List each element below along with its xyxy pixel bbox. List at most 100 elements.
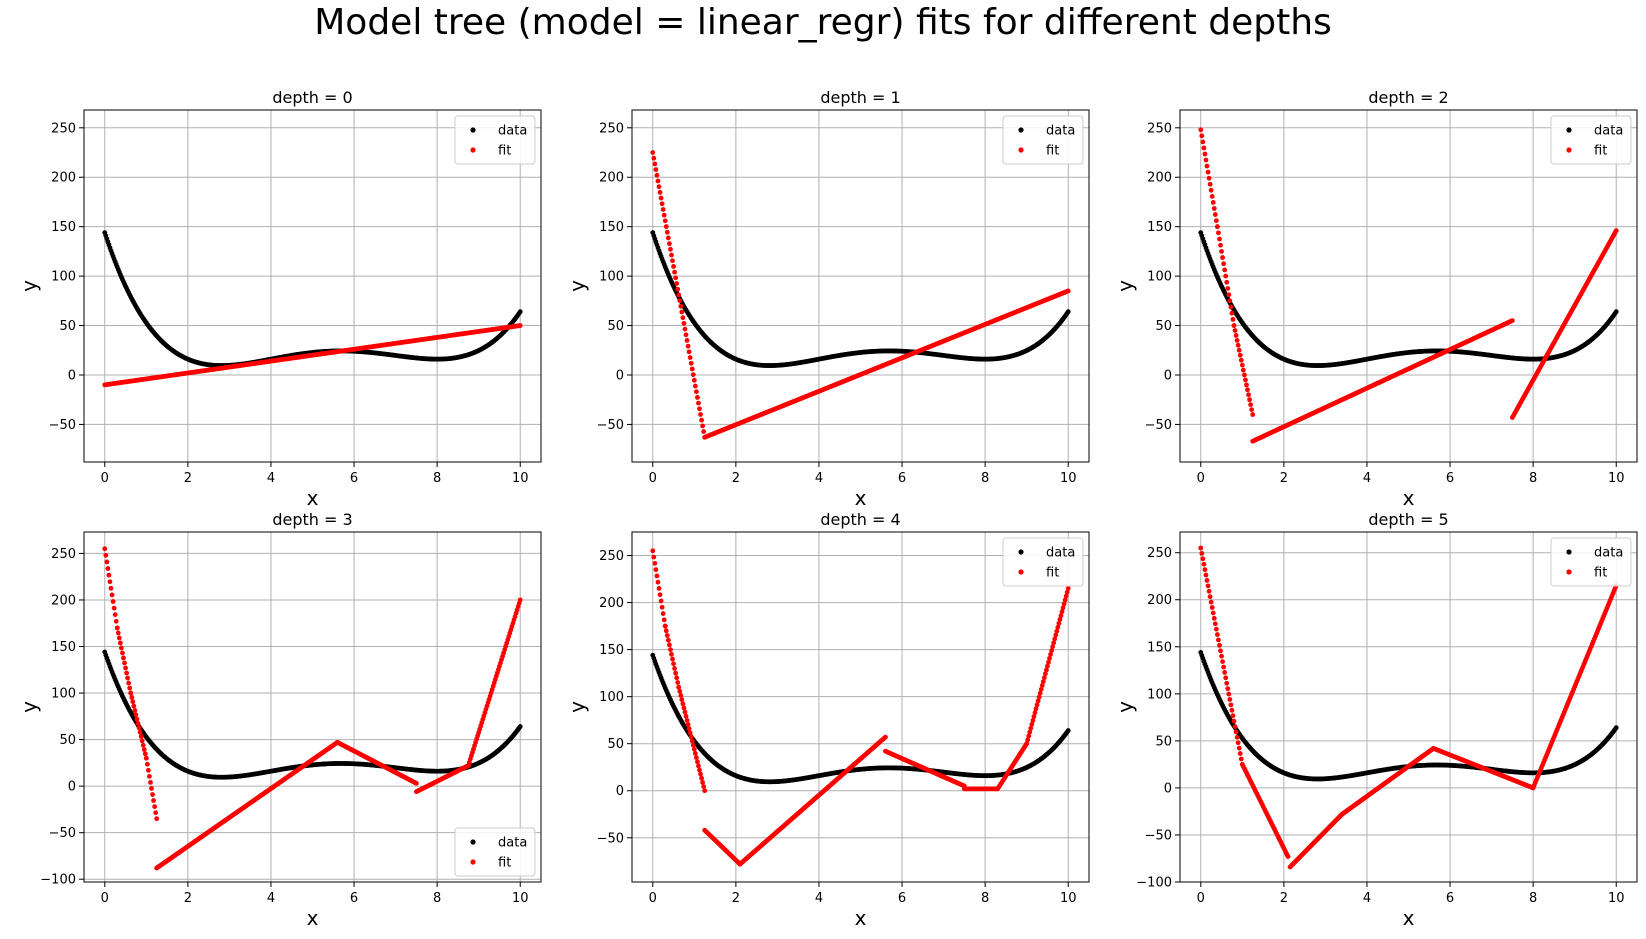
fit-point xyxy=(677,688,683,694)
fit-point xyxy=(699,775,704,781)
fit-point xyxy=(663,224,669,229)
x-tick-label: 2 xyxy=(184,891,192,906)
fit-point xyxy=(1239,362,1245,368)
fit-point xyxy=(673,275,679,281)
fit-point xyxy=(1208,599,1214,605)
fit-point xyxy=(1218,648,1223,654)
legend-label: fit xyxy=(1594,144,1607,159)
y-tick-label: −50 xyxy=(597,831,624,846)
fit-point xyxy=(1227,697,1233,702)
y-tick-label: 250 xyxy=(51,121,76,136)
fit-point xyxy=(128,690,134,696)
fit-point xyxy=(131,703,137,709)
x-tick-label: 8 xyxy=(433,891,441,906)
fit-point xyxy=(125,675,131,681)
fit-point xyxy=(671,264,676,269)
fit-point xyxy=(1221,261,1227,267)
y-tick-label: 100 xyxy=(51,270,76,285)
fit-point xyxy=(1229,707,1235,713)
fit-point xyxy=(132,708,138,713)
fit-point xyxy=(1230,316,1236,322)
x-tick-label: 4 xyxy=(815,471,823,486)
fit-point xyxy=(688,734,694,740)
fit-point xyxy=(675,286,681,292)
x-tick-label: 2 xyxy=(732,471,740,486)
y-tick-label: 250 xyxy=(599,549,624,564)
fit-point xyxy=(663,628,669,634)
fit-point xyxy=(102,546,108,552)
fit-point xyxy=(1235,740,1241,746)
fit-point xyxy=(103,552,109,558)
fit-point xyxy=(1234,734,1240,740)
fit-point xyxy=(1198,545,1204,551)
subplot-title: depth = 1 xyxy=(820,88,900,107)
fit-point xyxy=(1050,644,1056,650)
legend-marker xyxy=(470,147,476,153)
x-axis-label: x xyxy=(1403,486,1415,510)
legend-marker xyxy=(1566,127,1572,133)
subplot-title: depth = 4 xyxy=(820,510,900,529)
fit-point xyxy=(1202,151,1208,157)
y-axis-label: y xyxy=(565,280,589,292)
x-axis-label: x xyxy=(307,906,319,930)
fit-point xyxy=(664,633,670,638)
fit-point xyxy=(681,705,687,711)
fit-point xyxy=(1213,218,1219,224)
y-tick-label: 0 xyxy=(68,780,76,795)
x-tick-label: 8 xyxy=(981,471,989,486)
legend-label: data xyxy=(498,836,527,851)
fit-point xyxy=(1048,652,1053,657)
fit-point xyxy=(688,360,694,366)
fit-point xyxy=(1029,721,1035,727)
fit-point xyxy=(1062,597,1068,603)
y-tick-label: 0 xyxy=(1164,368,1172,383)
fit-point xyxy=(144,761,150,767)
y-tick-label: 200 xyxy=(599,596,624,611)
y-tick-label: −100 xyxy=(40,873,76,888)
y-tick-label: 0 xyxy=(616,784,624,799)
data-point xyxy=(517,309,523,315)
fit-point xyxy=(1049,648,1055,653)
legend-label: data xyxy=(498,124,527,139)
fit-point xyxy=(1060,605,1066,611)
plot-area xyxy=(102,546,523,871)
x-tick-label: 10 xyxy=(512,471,529,486)
fit-point xyxy=(682,326,688,332)
fit-point xyxy=(1046,659,1051,665)
y-tick-label: 200 xyxy=(51,593,76,608)
fit-point xyxy=(686,349,692,355)
fit-point xyxy=(684,717,690,723)
fit-point xyxy=(1236,745,1242,751)
fit-point xyxy=(1246,392,1251,398)
axes-frame xyxy=(1179,109,1638,463)
fit-point xyxy=(150,792,155,797)
y-tick-label: 250 xyxy=(1147,121,1172,136)
fit-point xyxy=(1032,710,1038,716)
fit-point xyxy=(687,730,693,736)
fit-point xyxy=(1052,636,1058,642)
fit-point xyxy=(1208,187,1214,193)
fit-point xyxy=(1061,601,1067,607)
fit-point xyxy=(127,685,133,691)
fit-point xyxy=(1220,255,1225,260)
axes-frame xyxy=(83,531,542,883)
x-tick-label: 4 xyxy=(815,891,823,906)
data-point xyxy=(1613,725,1619,731)
fit-point xyxy=(1230,713,1236,719)
fit-point xyxy=(151,798,156,803)
fit-point xyxy=(690,742,696,748)
fit-point xyxy=(120,650,125,656)
fit-point xyxy=(1224,279,1230,285)
fit-point xyxy=(1219,248,1224,254)
x-tick-label: 2 xyxy=(184,471,192,486)
fit-point xyxy=(122,660,127,666)
fit-point xyxy=(1042,671,1048,677)
fit-point xyxy=(658,195,664,201)
fit-point xyxy=(698,412,703,417)
fit-point xyxy=(691,746,697,752)
fit-point xyxy=(137,729,143,735)
fit-point xyxy=(139,738,145,744)
